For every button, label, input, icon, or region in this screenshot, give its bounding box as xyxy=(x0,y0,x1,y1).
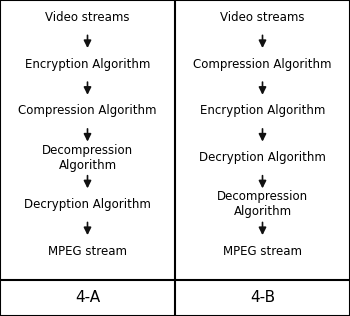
Text: Decompression
Algorithm: Decompression Algorithm xyxy=(217,191,308,218)
Text: Compression Algorithm: Compression Algorithm xyxy=(18,104,157,118)
Text: Encryption Algorithm: Encryption Algorithm xyxy=(200,104,325,118)
Text: Decryption Algorithm: Decryption Algorithm xyxy=(199,151,326,164)
Text: Decryption Algorithm: Decryption Algorithm xyxy=(24,198,151,211)
Text: Encryption Algorithm: Encryption Algorithm xyxy=(25,58,150,71)
Text: Compression Algorithm: Compression Algorithm xyxy=(193,58,332,71)
Text: Decompression
Algorithm: Decompression Algorithm xyxy=(42,144,133,172)
Text: Video streams: Video streams xyxy=(220,11,305,24)
Text: MPEG stream: MPEG stream xyxy=(223,245,302,258)
Text: 4-A: 4-A xyxy=(75,290,100,305)
Text: 4-B: 4-B xyxy=(250,290,275,305)
Text: MPEG stream: MPEG stream xyxy=(48,245,127,258)
Text: Video streams: Video streams xyxy=(45,11,130,24)
